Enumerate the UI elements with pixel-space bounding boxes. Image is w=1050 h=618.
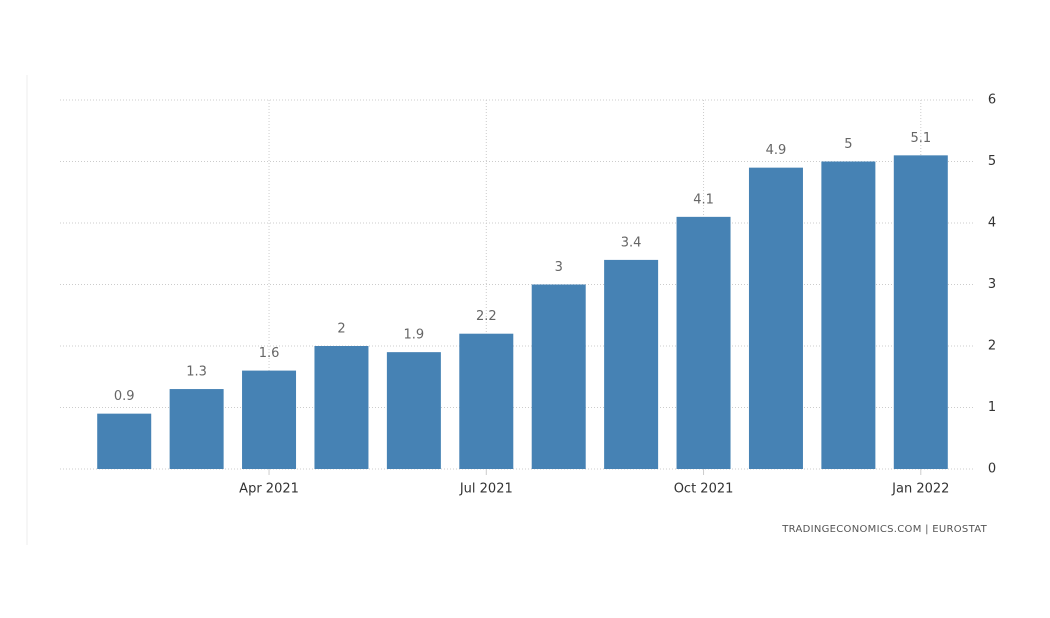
x-tick-label: Oct 2021 [674,482,734,497]
bar [676,216,731,469]
value-label: 1.3 [186,365,207,380]
bar [893,155,948,469]
y-tick-label: 4 [988,216,996,231]
y-tick-label: 5 [988,154,996,169]
value-label: 4.1 [693,192,714,207]
value-label: 0.9 [114,389,135,404]
bar [386,352,441,469]
y-tick-label: 6 [988,93,996,108]
y-tick-label: 0 [988,462,996,477]
x-tick-label: Apr 2021 [239,482,299,497]
bar [242,370,297,469]
y-tick-label: 1 [988,400,996,415]
value-label: 5.1 [910,131,931,146]
bar [748,167,803,469]
bar [821,161,876,469]
x-tick-label: Jan 2022 [891,482,949,497]
value-label: 3.4 [621,235,642,250]
value-label: 1.9 [404,328,425,343]
bar [459,333,514,469]
x-tick-label: Jul 2021 [459,482,513,497]
value-label: 3 [555,260,563,275]
y-tick-label: 3 [988,277,996,292]
bar [169,389,224,469]
bar [97,413,152,469]
bar [314,346,369,469]
value-label: 1.6 [259,346,280,361]
source: TRADINGECONOMICS.COM | EUROSTAT [781,524,987,535]
bar [604,259,659,469]
y-tick-label: 2 [988,339,996,354]
value-label: 2 [337,322,345,337]
bar [531,284,586,469]
value-label: 2.2 [476,309,497,324]
value-label: 5 [844,137,852,152]
value-label: 4.9 [766,143,787,158]
